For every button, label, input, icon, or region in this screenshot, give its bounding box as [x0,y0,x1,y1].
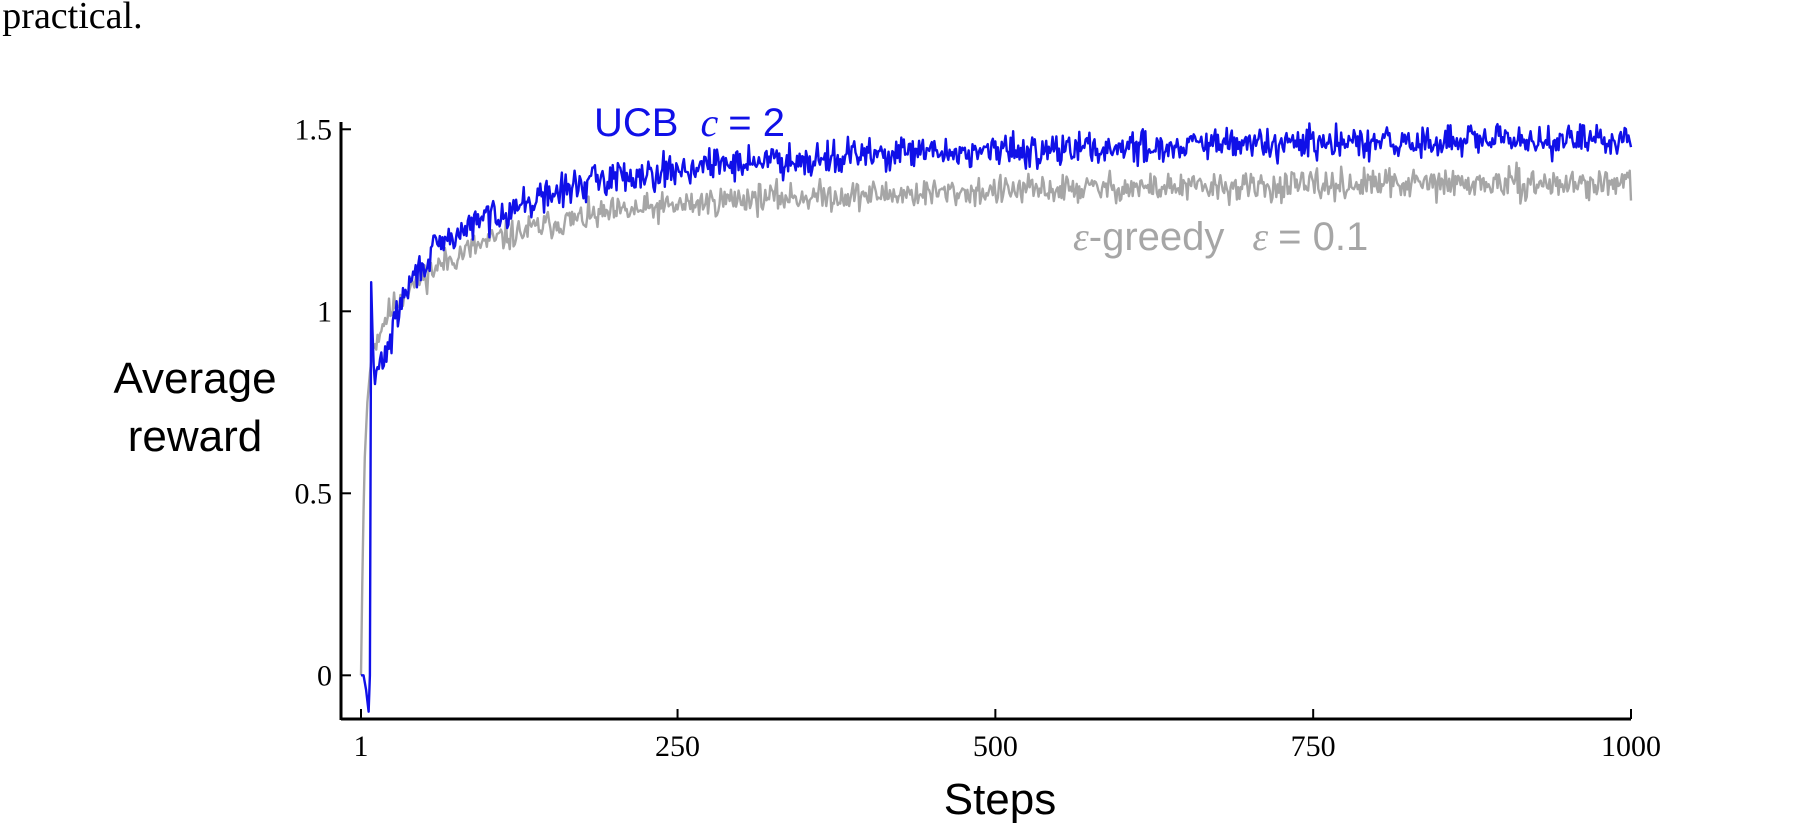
y-tick-label: 0 [317,659,332,692]
y-tick-label: 1 [317,295,332,328]
y-tick-label: 0.5 [295,477,333,510]
x-axis-ticks: 1 250 500 750 1000 [354,709,1661,763]
x-axis-title: Steps [944,775,1057,824]
egreedy-label-name: -greedy [1089,215,1225,259]
egreedy-series-label: ε-greedy ε = 0.1 [1073,214,1368,259]
ucb-series-label: UCB c = 2 [594,100,785,145]
ucb-label-symbol: c [700,100,718,145]
x-tick-label: 1 [354,730,369,763]
x-tick-label: 500 [973,730,1018,763]
x-tick-label: 750 [1291,730,1336,763]
y-axis-title-line-1: Average [113,354,276,403]
page-text-fragment: s practical. [0,0,143,37]
x-tick-label: 1000 [1601,730,1661,763]
y-tick-label: 1.5 [295,113,333,146]
egreedy-label-symbol-2: ε [1252,214,1268,259]
ucb-series-line [361,122,1633,713]
ucb-label-value: = 2 [728,101,785,145]
egreedy-label-symbol: ε [1073,214,1089,259]
egreedy-label-value: = 0.1 [1278,215,1368,259]
y-axis-ticks: 0 0.5 1 1.5 [295,113,351,692]
egreedy-series-line [359,161,1633,676]
ucb-label-name: UCB [594,101,678,145]
x-tick-label: 250 [655,730,700,763]
series-layer [359,122,1633,713]
y-axis-title-line-2: reward [128,412,263,461]
